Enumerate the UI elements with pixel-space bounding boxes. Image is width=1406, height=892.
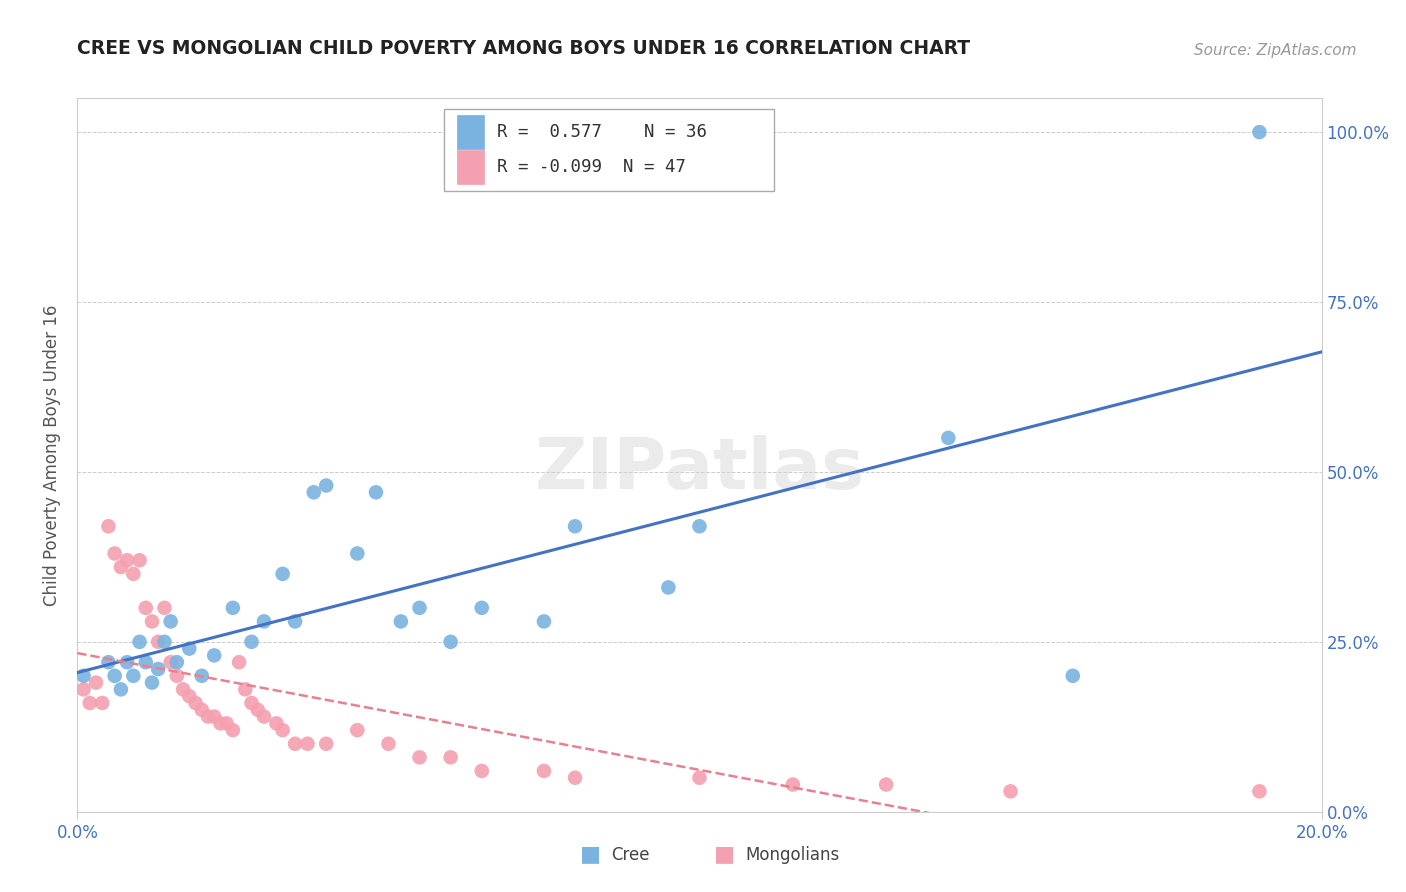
Point xyxy=(110,682,132,697)
Point xyxy=(346,723,368,738)
Point xyxy=(266,716,288,731)
Point xyxy=(408,750,430,764)
Point xyxy=(315,478,337,492)
Point xyxy=(166,669,188,683)
Point xyxy=(782,778,804,792)
Point xyxy=(159,615,181,629)
Point xyxy=(564,519,586,533)
Point xyxy=(228,655,250,669)
Point xyxy=(104,546,127,560)
Point xyxy=(284,615,307,629)
Point xyxy=(115,655,138,669)
Point xyxy=(389,615,412,629)
Point xyxy=(128,635,150,649)
Point xyxy=(172,682,194,697)
Point xyxy=(315,737,337,751)
Point xyxy=(191,703,214,717)
Point xyxy=(408,600,430,615)
Text: ■: ■ xyxy=(581,845,600,864)
Point xyxy=(115,553,138,567)
Point xyxy=(184,696,207,710)
Text: R =  0.577    N = 36: R = 0.577 N = 36 xyxy=(496,123,707,141)
Point xyxy=(1249,125,1271,139)
Point xyxy=(72,682,94,697)
Point xyxy=(1000,784,1022,798)
Point xyxy=(240,696,263,710)
Point xyxy=(440,635,463,649)
Point xyxy=(271,566,294,581)
Text: ZIPatlas: ZIPatlas xyxy=(534,434,865,504)
Text: CREE VS MONGOLIAN CHILD POVERTY AMONG BOYS UNDER 16 CORRELATION CHART: CREE VS MONGOLIAN CHILD POVERTY AMONG BO… xyxy=(77,39,970,58)
Point xyxy=(148,662,170,676)
Point xyxy=(364,485,387,500)
Point xyxy=(240,635,263,649)
Point xyxy=(122,669,145,683)
Point xyxy=(657,581,679,595)
Point xyxy=(141,675,163,690)
Point xyxy=(135,600,157,615)
Point xyxy=(202,709,225,723)
Point xyxy=(1249,784,1271,798)
Point xyxy=(148,635,170,649)
Point xyxy=(72,669,94,683)
Point xyxy=(297,737,319,751)
Point xyxy=(104,669,127,683)
Point xyxy=(97,655,120,669)
Point xyxy=(233,682,256,697)
Text: Mongolians: Mongolians xyxy=(745,846,839,863)
Point xyxy=(284,737,307,751)
Point xyxy=(875,778,897,792)
Point xyxy=(153,600,176,615)
Point xyxy=(191,669,214,683)
Point xyxy=(110,560,132,574)
Point xyxy=(222,723,245,738)
Point xyxy=(938,431,960,445)
FancyBboxPatch shape xyxy=(457,114,484,149)
Point xyxy=(135,655,157,669)
Text: ■: ■ xyxy=(714,845,734,864)
Point xyxy=(215,716,238,731)
Point xyxy=(253,615,276,629)
Point xyxy=(159,655,181,669)
Point xyxy=(533,615,555,629)
Point xyxy=(471,764,494,778)
Point xyxy=(689,519,711,533)
Point xyxy=(153,635,176,649)
Point xyxy=(179,641,201,656)
Point xyxy=(564,771,586,785)
Point xyxy=(141,615,163,629)
Point xyxy=(271,723,294,738)
Point xyxy=(91,696,114,710)
Point xyxy=(440,750,463,764)
Point xyxy=(253,709,276,723)
Point xyxy=(377,737,399,751)
Point xyxy=(222,600,245,615)
Point xyxy=(122,566,145,581)
Point xyxy=(79,696,101,710)
Point xyxy=(84,675,107,690)
Point xyxy=(302,485,325,500)
FancyBboxPatch shape xyxy=(457,150,484,185)
Y-axis label: Child Poverty Among Boys Under 16: Child Poverty Among Boys Under 16 xyxy=(44,304,62,606)
Point xyxy=(689,771,711,785)
Text: Source: ZipAtlas.com: Source: ZipAtlas.com xyxy=(1194,43,1357,58)
Point xyxy=(346,546,368,560)
Point xyxy=(246,703,269,717)
Text: Cree: Cree xyxy=(612,846,650,863)
Point xyxy=(1062,669,1084,683)
Point xyxy=(533,764,555,778)
Point xyxy=(128,553,150,567)
Point xyxy=(209,716,232,731)
FancyBboxPatch shape xyxy=(444,109,775,191)
Point xyxy=(197,709,219,723)
Point xyxy=(471,600,494,615)
Point xyxy=(97,519,120,533)
Text: R = -0.099  N = 47: R = -0.099 N = 47 xyxy=(496,159,686,177)
Point xyxy=(202,648,225,663)
Point xyxy=(166,655,188,669)
Point xyxy=(179,689,201,703)
